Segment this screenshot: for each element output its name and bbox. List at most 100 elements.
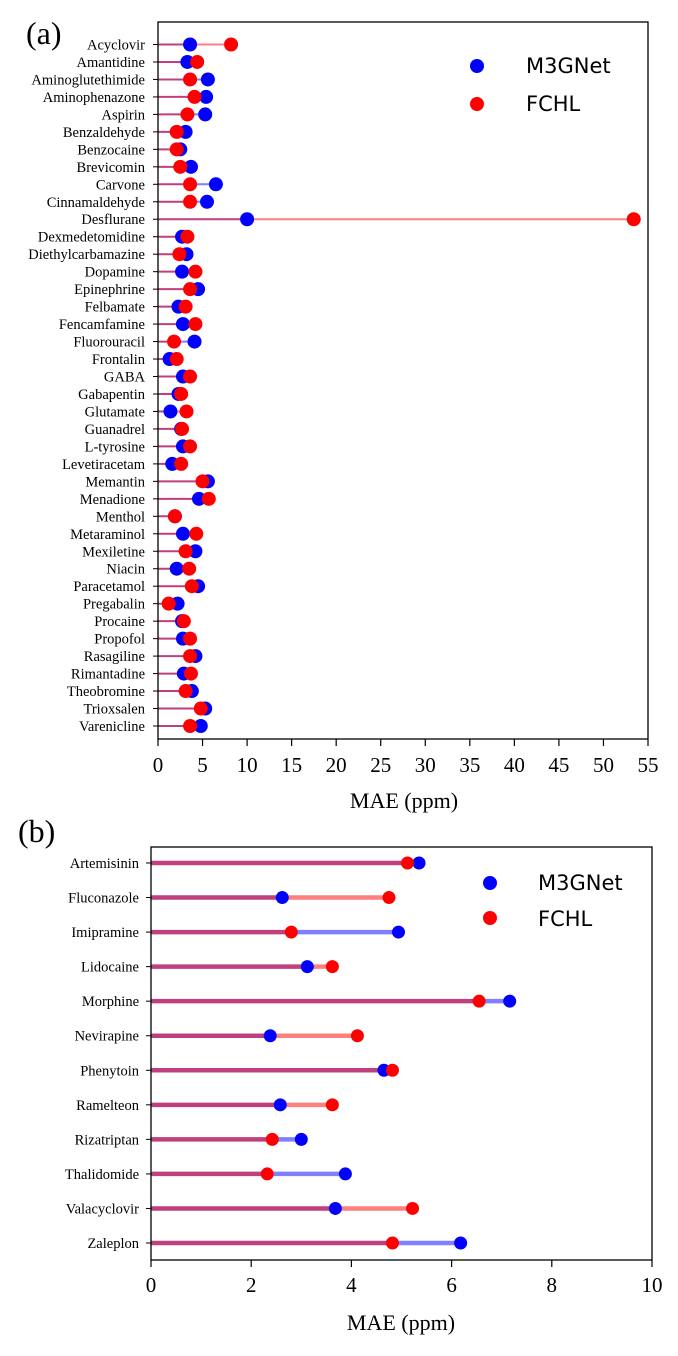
point-m3gnet-niacin-a [169,561,184,576]
x-tick-label-20-a: 20 [326,753,347,777]
category-label-artemisinin-b: Artemisinin [70,856,140,872]
point-m3gnet-carvone-a [208,177,223,192]
point-m3gnet-dopamine-a [175,264,190,279]
chart-panel-a: (a) AcyclovirAmantidineAminoglutethimide… [26,15,659,813]
point-m3gnet-lidocaine-b [300,960,314,974]
point-m3gnet-nevirapine-b [263,1029,277,1043]
point-fchl-glutamate-a [179,404,194,419]
category-label-pregabalin-a: Pregabalin [83,597,146,613]
point-m3gnet-ramelteon-b [273,1098,287,1112]
point-m3gnet-acyclovir-a [183,37,198,52]
x-tick-label-40-a: 40 [504,753,525,777]
legend-marker-m3gnet-b [483,876,497,890]
point-m3gnet-mexiletine-a [188,544,203,559]
category-label-trioxsalen-a: Trioxsalen [84,702,146,718]
plot-frame-b [150,846,653,1261]
point-m3gnet-fluorouracil-a [187,334,202,349]
category-label-metaraminol-a: Metaraminol [70,527,145,543]
point-fchl-valacyclovir-b [406,1201,420,1215]
point-m3gnet-brevicomin-a [183,159,198,174]
category-label-valacyclovir-b: Valacyclovir [66,1201,139,1217]
legend-a: M3GNet FCHL [470,54,611,116]
point-fchl-morphine-b [472,994,486,1008]
point-fchl-thalidomide-b [260,1167,274,1181]
category-label-aminoglutethimide-a: Aminoglutethimide [31,72,145,88]
point-fchl-menadione-a [201,491,216,506]
category-label-menadione-a: Menadione [80,492,145,508]
point-fchl-pregabalin-a [161,596,176,611]
point-fchl-amantidine-a [190,54,205,69]
legend-label-m3gnet-b: M3GNet [538,871,623,895]
point-fchl-theobromine-a [178,684,193,699]
legend-marker-m3gnet-a [470,59,484,73]
x-tick-label-8-b: 8 [547,1273,558,1297]
category-label-aspirin-a: Aspirin [102,107,146,123]
legend-marker-fchl-a [470,97,484,111]
legend-b: M3GNet FCHL [483,871,623,931]
x-axis-title-a: MAE (ppm) [350,788,458,813]
point-fchl-memantin-a [195,474,210,489]
category-label-memantin-a: Memantin [85,474,145,490]
point-fchl-acyclovir-a [224,37,239,52]
category-label-paracetamol-a: Paracetamol [73,579,145,595]
category-label-amantidine-a: Amantidine [77,55,145,71]
point-m3gnet-imipramine-b [391,925,405,939]
category-label-menthol-a: Menthol [96,509,145,525]
point-fchl-diethylcarbamazine-a [172,247,187,262]
x-tick-label-25-a: 25 [370,753,391,777]
category-label-fluorouracil-a: Fluorouracil [73,335,145,351]
point-m3gnet-glutamate-a [163,404,178,419]
category-label-epinephrine-a: Epinephrine [74,282,145,298]
x-axis-title-b: MAE (ppm) [347,1310,455,1335]
point-fchl-varenicline-a [183,719,198,733]
plot-area-a [158,37,641,733]
point-fchl-dopamine-a [188,264,203,279]
point-fchl-felbamate-a [178,299,193,314]
category-label-theobromine-a: Theobromine [67,684,145,700]
x-tick-label-2-b: 2 [246,1273,257,1297]
category-label-acyclovir-a: Acyclovir [87,38,145,54]
category-label-lidocaine-b: Lidocaine [81,960,139,976]
category-label-levetiracetam-a: Levetiracetam [62,457,146,473]
x-axis-b: 0 2 4 6 8 10 [146,1260,663,1297]
category-label-imipramine-b: Imipramine [71,925,139,941]
point-m3gnet-zaleplon-b [454,1236,468,1250]
point-fchl-benzaldehyde-a [169,124,184,139]
point-fchl-rizatriptan-b [265,1132,279,1146]
point-m3gnet-rizatriptan-b [294,1132,308,1146]
category-label-frontalin-a: Frontalin [92,352,146,368]
x-tick-label-45-a: 45 [548,753,569,777]
point-fchl-niacin-a [182,561,197,576]
point-m3gnet-cinnamaldehyde-a [200,194,214,209]
point-m3gnet-menadione-a [191,491,206,506]
x-tick-label-35-a: 35 [459,753,480,777]
x-tick-label-0-a: 0 [153,753,164,777]
point-fchl-metaraminol-a [189,526,204,541]
point-fchl-ramelteon-b [325,1098,339,1112]
point-fchl-fluorouracil-a [167,334,182,349]
point-fchl-l-tyrosine-a [183,439,198,454]
point-m3gnet-artemisinin-b [412,856,426,870]
point-fchl-procaine-a [176,614,191,629]
x-tick-label-10-a: 10 [237,753,258,777]
point-fchl-frontalin-a [169,352,184,367]
x-tick-label-50-a: 50 [593,753,614,777]
point-fchl-nevirapine-b [350,1029,364,1043]
point-fchl-aminoglutethimide-a [183,72,198,87]
panel-label-a: (a) [26,15,62,51]
point-fchl-levetiracetam-a [174,456,189,471]
category-label-rizatriptan-b: Rizatriptan [75,1132,140,1148]
point-m3gnet-metaraminol-a [175,526,190,541]
point-fchl-rasagiline-a [183,649,198,664]
x-tick-label-15-a: 15 [281,753,302,777]
point-fchl-guanadrel-a [175,421,190,436]
point-fchl-dexmedetomidine-a [180,229,195,244]
category-label-fencamfamine-a: Fencamfamine [59,317,145,333]
category-label-gaba-a: GABA [104,370,146,386]
category-label-benzaldehyde-a: Benzaldehyde [63,125,145,141]
point-m3gnet-valacyclovir-b [328,1201,342,1215]
category-label-brevicomin-a: Brevicomin [77,160,146,176]
category-label-nevirapine-b: Nevirapine [75,1029,139,1045]
category-label-rimantadine-a: Rimantadine [71,667,145,683]
